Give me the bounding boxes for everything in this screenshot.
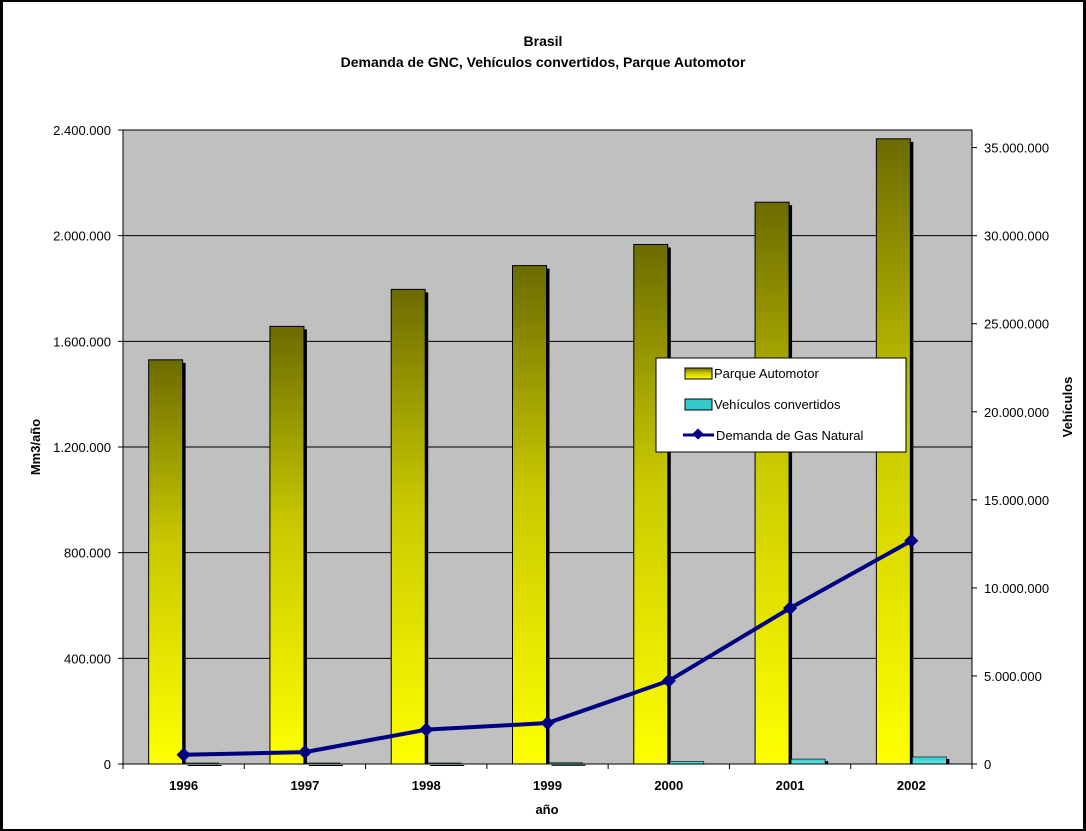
x-tick-label: 1997	[290, 778, 319, 793]
x-tick-label: 2001	[776, 778, 805, 793]
bar-shadow	[187, 765, 222, 766]
point-demanda-gas-natural	[540, 715, 555, 731]
y2-tick-label: 25.000.000	[984, 317, 1049, 332]
x-tick-label: 1996	[169, 778, 198, 793]
y-tick-label: 800.000	[64, 546, 111, 561]
chart-title: Brasil	[524, 33, 563, 49]
chart-subtitle: Demanda de GNC, Vehículos convertidos, P…	[341, 54, 746, 70]
legend-label-parque: Parque Automotor	[714, 366, 819, 381]
x-tick-label: 2000	[654, 778, 683, 793]
bar-shadow	[308, 765, 343, 766]
y-tick-label: 1.600.000	[53, 334, 111, 349]
bar-vehiculos-convertidos	[790, 758, 826, 765]
point-demanda-gas-natural	[297, 745, 312, 760]
point-demanda-gas-natural	[783, 601, 798, 616]
bar-shadow	[430, 765, 465, 766]
point-demanda-gas-natural	[661, 673, 676, 688]
y2-tick-label: 30.000.000	[984, 229, 1049, 244]
bar-shadow	[551, 764, 586, 766]
point-demanda-gas-natural	[419, 722, 434, 737]
y-tick-label: 0	[104, 757, 111, 772]
x-tick-label: 1998	[412, 778, 441, 793]
point-demanda-gas-natural	[904, 533, 919, 548]
bars	[148, 138, 950, 766]
y2-tick-label: 35.000.000	[984, 141, 1049, 156]
bar-parque-automotor	[390, 288, 426, 765]
y2-tick-label: 15.000.000	[984, 493, 1049, 508]
y2-axis-label: Vehículos	[1060, 377, 1075, 438]
line-series	[176, 533, 919, 762]
legend-marker-demanda	[692, 428, 704, 440]
y-tick-label: 2.000.000	[53, 229, 111, 244]
y2-tick-label: 10.000.000	[984, 581, 1049, 596]
y-tick-label: 2.400.000	[53, 123, 111, 138]
y-tick-label: 400.000	[64, 651, 111, 666]
bar-vehiculos-convertidos	[912, 756, 947, 765]
legend: Parque Automotor Vehículos convertidos D…	[655, 357, 907, 453]
bar-parque-automotor	[269, 325, 305, 765]
x-tick-label: 1999	[533, 778, 562, 793]
bar-parque-automotor	[512, 265, 547, 765]
bar-parque-automotor	[633, 243, 669, 765]
point-demanda-gas-natural	[176, 747, 191, 762]
legend-swatch-parque	[684, 367, 713, 380]
legend-swatch-convertidos	[684, 398, 713, 411]
y2-tick-label: 0	[984, 757, 991, 772]
y2-tick-label: 20.000.000	[984, 405, 1049, 420]
bar-parque-automotor	[148, 359, 184, 765]
bar-parque-automotor	[754, 201, 790, 765]
y-axis-label: Mm3/año	[28, 419, 43, 475]
y-tick-label: 1.200.000	[53, 440, 111, 455]
axes: 0 400.000 800.000 1.200.000 1.600.000 2.000.0…	[53, 123, 1049, 793]
x-tick-label: 2002	[897, 778, 926, 793]
y2-tick-label: 5.000.000	[984, 669, 1042, 684]
legend-label-demanda: Demanda de Gas Natural	[716, 428, 864, 443]
legend-label-convertidos: Vehículos convertidos	[714, 397, 841, 412]
x-axis-label: año	[535, 802, 558, 817]
